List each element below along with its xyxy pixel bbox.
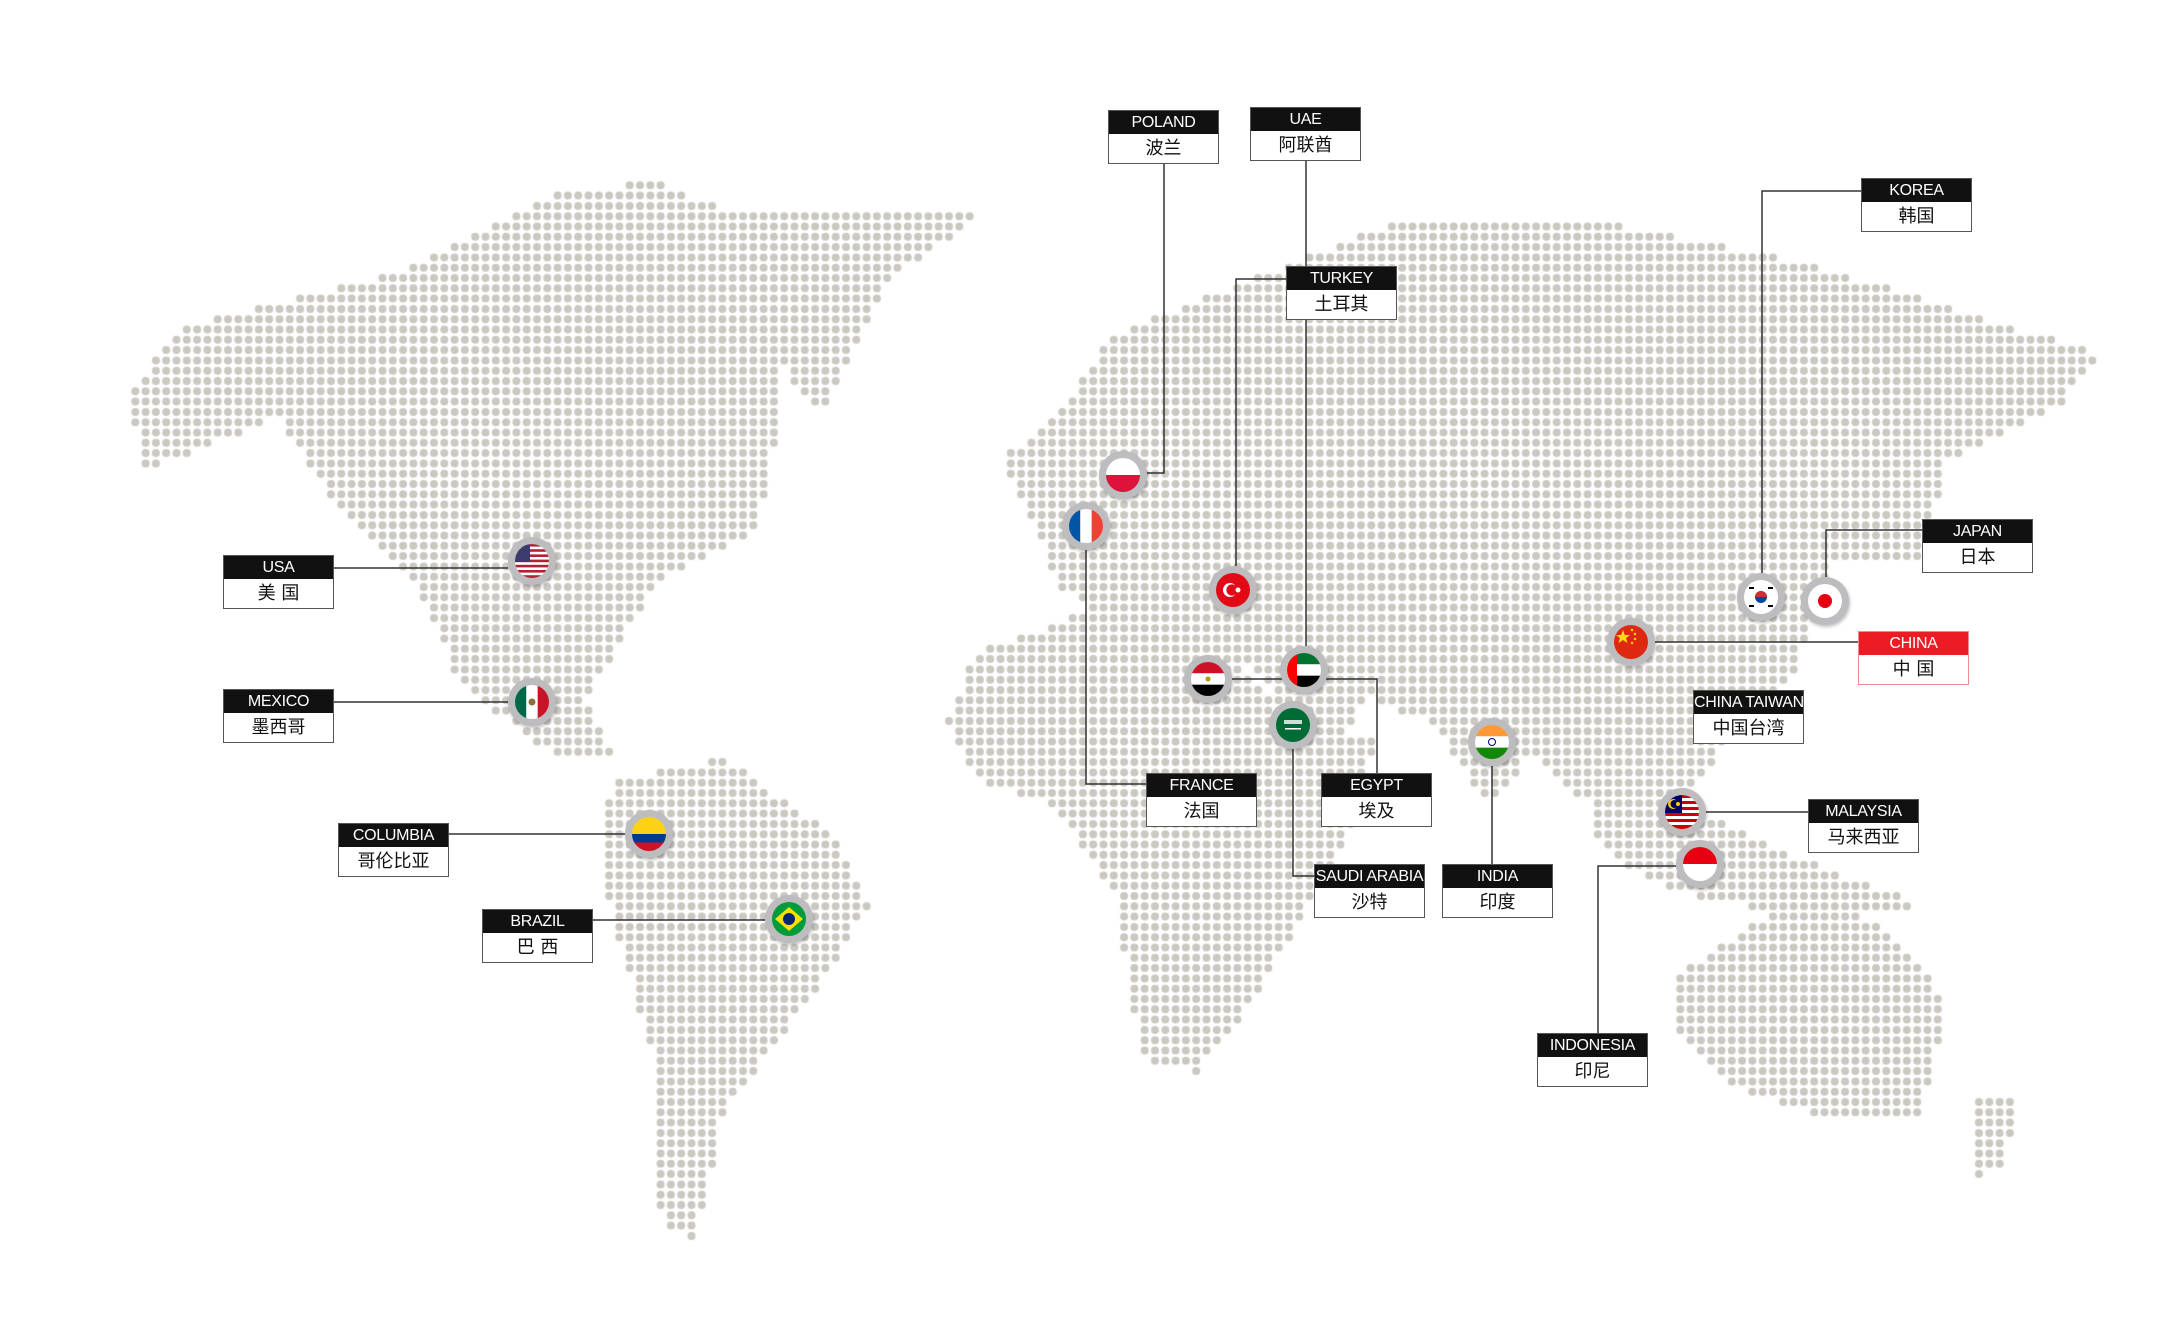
- india-flag-marker: [1468, 718, 1516, 766]
- country-name-zh: 法国: [1183, 801, 1220, 822]
- france-flag-icon: [1069, 509, 1103, 543]
- country-name-zh: 美 国: [257, 583, 300, 604]
- poland-label: POLAND 波兰: [1108, 110, 1219, 164]
- malaysia-flag-marker: [1658, 788, 1706, 836]
- france-label: FRANCE 法国: [1146, 773, 1257, 827]
- egypt-connector-line: [1232, 678, 1378, 773]
- country-name-zh: 巴 西: [516, 937, 559, 958]
- turkey-label: TURKEY 土耳其: [1286, 266, 1397, 320]
- colombia-flag-icon: [632, 817, 666, 851]
- mexico-label: MEXICO 墨西哥: [223, 689, 334, 743]
- indonesia-connector-line: [1597, 865, 1676, 1033]
- france-flag-marker: [1062, 502, 1110, 550]
- japan-flag-icon: [1808, 584, 1842, 618]
- country-name-en: INDIA: [1443, 865, 1552, 888]
- country-name-en: KOREA: [1862, 179, 1971, 202]
- mexico-flag-marker: [508, 678, 556, 726]
- korea-flag-marker: [1737, 573, 1785, 621]
- turkey-connector-line: [1235, 278, 1286, 566]
- country-name-zh: 马来西亚: [1827, 827, 1900, 848]
- brazil-label: BRAZIL 巴 西: [482, 909, 593, 963]
- brazil-flag-icon: [772, 902, 806, 936]
- country-name-en: UAE: [1251, 108, 1360, 131]
- egypt-flag-icon: [1191, 662, 1225, 696]
- indonesia-flag-icon: [1683, 847, 1717, 881]
- korea-connector-line: [1761, 190, 1861, 573]
- korea-flag-icon: [1744, 580, 1778, 614]
- country-name-en: MEXICO: [224, 690, 333, 713]
- indonesia-flag-marker: [1676, 840, 1724, 888]
- country-name-zh: 土耳其: [1314, 294, 1369, 315]
- country-name-en: POLAND: [1109, 111, 1218, 134]
- uae-label: UAE 阿联酋: [1250, 107, 1361, 161]
- columbia-label: COLUMBIA 哥伦比亚: [338, 823, 449, 877]
- poland-connector-line: [1147, 163, 1165, 474]
- uae-flag-marker: [1280, 646, 1328, 694]
- country-name-en: EGYPT: [1322, 774, 1431, 797]
- taiwan-label: CHINA TAIWAN 中国台湾: [1693, 690, 1804, 744]
- japan-label: JAPAN 日本: [1922, 519, 2033, 573]
- turkey-flag-icon: [1216, 573, 1250, 607]
- brazil-flag-marker: [765, 895, 813, 943]
- country-name-en: SAUDI ARABIA: [1315, 865, 1424, 888]
- saudi-arabia-flag-icon: [1276, 708, 1310, 742]
- korea-label: KOREA 韩国: [1861, 178, 1972, 232]
- india-flag-icon: [1475, 725, 1509, 759]
- china-flag-marker: [1607, 618, 1655, 666]
- country-name-en: FRANCE: [1147, 774, 1256, 797]
- egypt-label: EGYPT 埃及: [1321, 773, 1432, 827]
- colombia-flag-marker: [625, 810, 673, 858]
- poland-flag-icon: [1106, 458, 1140, 492]
- country-name-zh: 沙特: [1351, 892, 1388, 913]
- country-name-en: USA: [224, 556, 333, 579]
- saudi-label: SAUDI ARABIA 沙特: [1314, 864, 1425, 918]
- india-label: INDIA 印度: [1442, 864, 1553, 918]
- indonesia-label: INDONESIA 印尼: [1537, 1033, 1648, 1087]
- china-flag-icon: [1614, 625, 1648, 659]
- japan-flag-marker: [1801, 577, 1849, 625]
- china-label: CHINA 中 国: [1858, 631, 1969, 685]
- turkey-flag-marker: [1209, 566, 1257, 614]
- country-name-en: INDONESIA: [1538, 1034, 1647, 1057]
- country-name-zh: 阿联酋: [1278, 135, 1333, 156]
- usa-flag-icon: [515, 544, 549, 578]
- country-name-zh: 日本: [1959, 547, 1996, 568]
- malaysia-flag-icon: [1665, 795, 1699, 829]
- uae-flag-icon: [1287, 653, 1321, 687]
- country-name-en: TURKEY: [1287, 267, 1396, 290]
- country-name-en: COLUMBIA: [339, 824, 448, 847]
- country-name-zh: 埃及: [1358, 801, 1395, 822]
- country-name-zh: 中 国: [1892, 659, 1935, 680]
- poland-flag-marker: [1099, 451, 1147, 499]
- country-name-zh: 韩国: [1898, 206, 1935, 227]
- france-connector-line: [1085, 550, 1146, 785]
- country-name-zh: 墨西哥: [251, 717, 306, 738]
- mexico-flag-icon: [515, 685, 549, 719]
- country-name-en: CHINA: [1859, 632, 1968, 655]
- japan-connector-line: [1825, 529, 1922, 577]
- country-name-zh: 波兰: [1145, 138, 1182, 159]
- malaysia-label: MALAYSIA 马来西亚: [1808, 799, 1919, 853]
- country-name-zh: 中国台湾: [1712, 718, 1785, 739]
- saudi-connector-line: [1292, 749, 1314, 877]
- country-name-zh: 印尼: [1574, 1061, 1611, 1082]
- usa-flag-marker: [508, 537, 556, 585]
- country-name-zh: 哥伦比亚: [357, 851, 430, 872]
- country-name-en: BRAZIL: [483, 910, 592, 933]
- country-name-en: CHINA TAIWAN: [1694, 691, 1804, 714]
- egypt-flag-marker: [1184, 655, 1232, 703]
- country-name-en: JAPAN: [1923, 520, 2032, 543]
- saudi-arabia-flag-marker: [1269, 701, 1317, 749]
- country-name-zh: 印度: [1479, 892, 1516, 913]
- country-name-en: MALAYSIA: [1809, 800, 1918, 823]
- usa-label: USA 美 国: [223, 555, 334, 609]
